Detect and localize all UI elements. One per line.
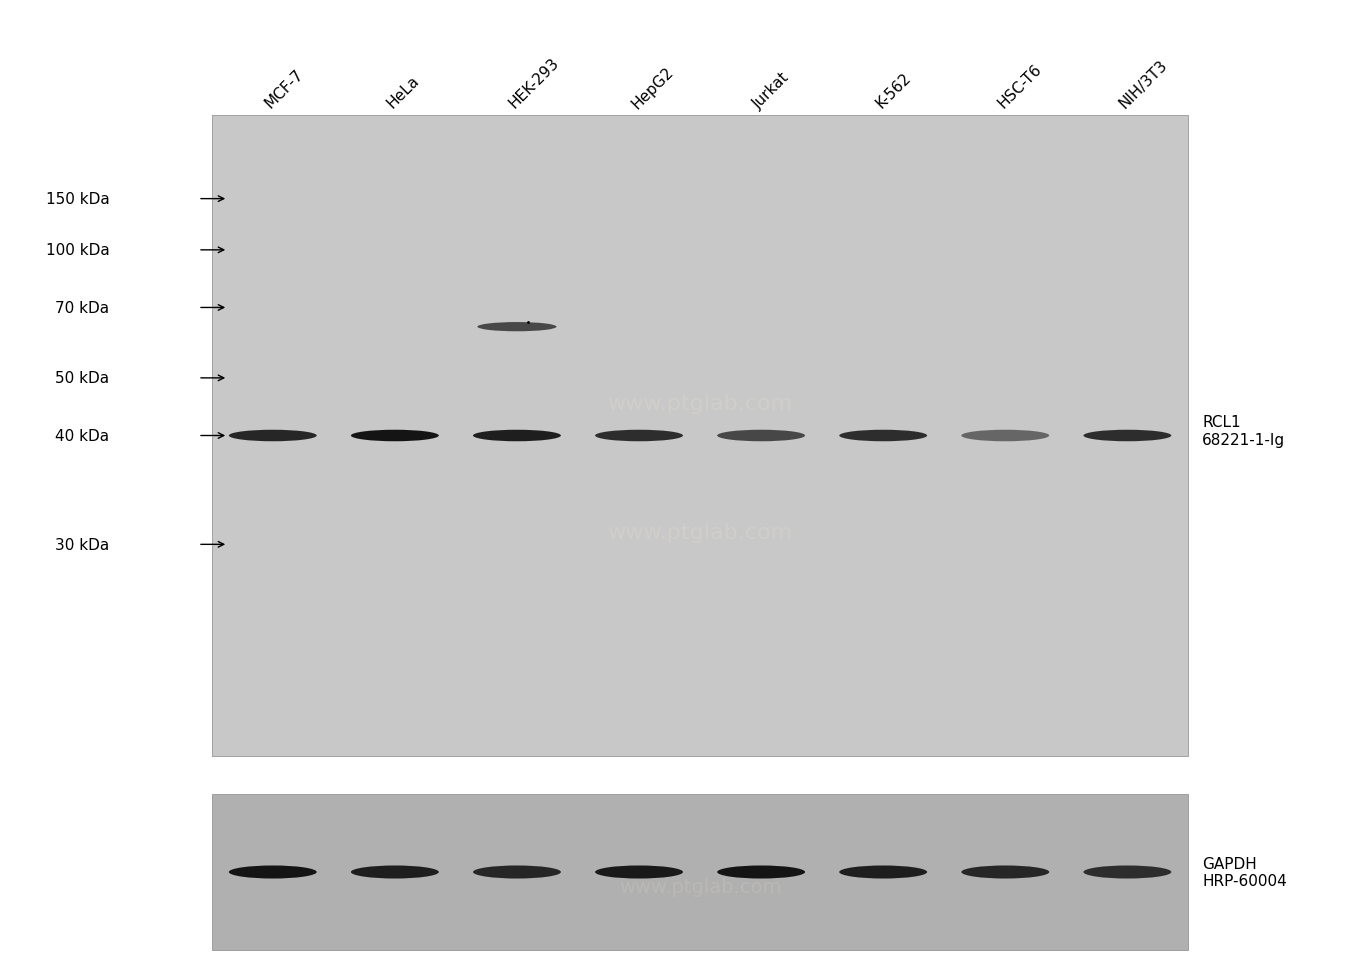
Ellipse shape [1083, 865, 1171, 879]
Ellipse shape [839, 430, 928, 442]
Ellipse shape [1083, 430, 1171, 442]
Text: HEK-293: HEK-293 [507, 55, 563, 111]
Text: GAPDH
HRP-60004: GAPDH HRP-60004 [1202, 856, 1287, 889]
Ellipse shape [351, 430, 438, 442]
Text: www.ptglab.com: www.ptglab.com [619, 877, 781, 896]
Ellipse shape [596, 865, 683, 879]
Ellipse shape [477, 323, 556, 332]
Text: 100 kDa: 100 kDa [45, 243, 109, 258]
FancyBboxPatch shape [212, 116, 1188, 756]
Text: 50 kDa: 50 kDa [55, 371, 109, 386]
Ellipse shape [717, 865, 805, 879]
Text: 70 kDa: 70 kDa [55, 300, 109, 316]
Text: 150 kDa: 150 kDa [45, 192, 109, 207]
Text: www.ptglab.com: www.ptglab.com [608, 394, 792, 414]
Ellipse shape [839, 865, 928, 879]
Text: 30 kDa: 30 kDa [55, 537, 109, 552]
Ellipse shape [229, 865, 317, 879]
Ellipse shape [717, 430, 805, 442]
Ellipse shape [351, 865, 438, 879]
Text: 40 kDa: 40 kDa [55, 428, 109, 444]
Text: HepG2: HepG2 [628, 64, 676, 111]
Text: www.ptglab.com: www.ptglab.com [608, 522, 792, 542]
Text: RCL1
68221-1-Ig: RCL1 68221-1-Ig [1202, 415, 1285, 448]
Ellipse shape [229, 430, 317, 442]
Ellipse shape [962, 865, 1049, 879]
Ellipse shape [473, 865, 561, 879]
Text: K-562: K-562 [873, 71, 914, 111]
Text: Jurkat: Jurkat [750, 70, 792, 111]
Ellipse shape [596, 430, 683, 442]
FancyBboxPatch shape [212, 795, 1188, 950]
Ellipse shape [473, 430, 561, 442]
Ellipse shape [962, 430, 1049, 442]
Text: HeLa: HeLa [384, 74, 422, 111]
Text: HSC-T6: HSC-T6 [994, 62, 1044, 111]
Text: MCF-7: MCF-7 [262, 67, 306, 111]
Text: NIH/3T3: NIH/3T3 [1117, 57, 1171, 111]
